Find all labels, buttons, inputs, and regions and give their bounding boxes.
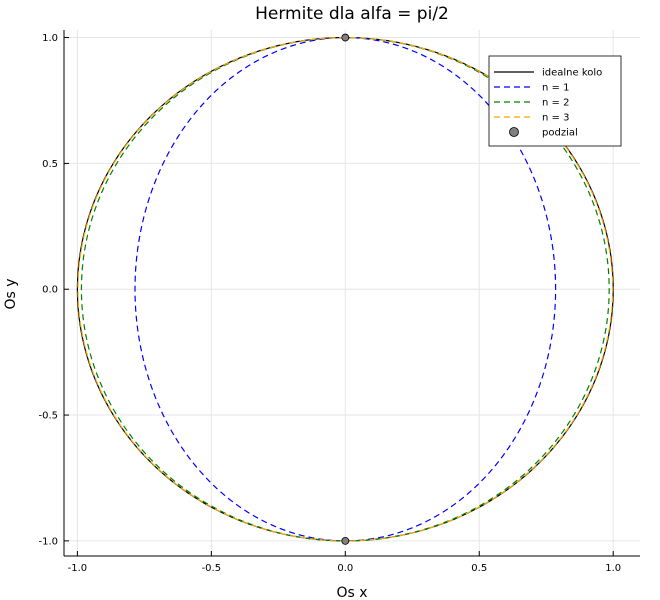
y-tick-label: -1.0 [38,536,58,547]
podzial-point [341,536,350,545]
y-ticks: -1.0 -0.5 0.0 0.5 1.0 [38,33,69,547]
y-tick-label: 0.5 [42,159,58,170]
y-tick-label: -0.5 [38,411,58,422]
series-line-2 [134,36,557,542]
x-tick-label: 0.0 [337,563,353,574]
legend-label: n = 1 [542,83,569,94]
legend-label: idealne kolo [542,68,602,79]
legend-label: n = 2 [542,98,569,109]
x-tick-label: -1.0 [68,563,88,574]
legend-swatch [509,127,519,137]
legend: idealne kolo n = 1 n = 2 n = 3 podzial [488,55,622,147]
x-ticks: -1.0 -0.5 0.0 0.5 1.0 [68,551,621,574]
legend-label: podzial [542,128,578,139]
y-tick-label: 1.0 [42,33,58,44]
y-tick-label: 0.0 [42,285,58,296]
x-axis-label: Os x [336,585,367,600]
x-tick-label: 0.5 [471,563,487,574]
podzial-point [341,33,350,42]
chart-title: Hermite dla alfa = pi/2 [255,4,449,24]
x-tick-label: -0.5 [202,563,222,574]
y-axis-label: Os y [3,278,19,309]
series-line-3 [80,36,610,542]
x-tick-label: 1.0 [605,563,621,574]
axes [63,30,640,557]
podzial-points [341,33,350,545]
legend-label: n = 3 [542,113,569,124]
